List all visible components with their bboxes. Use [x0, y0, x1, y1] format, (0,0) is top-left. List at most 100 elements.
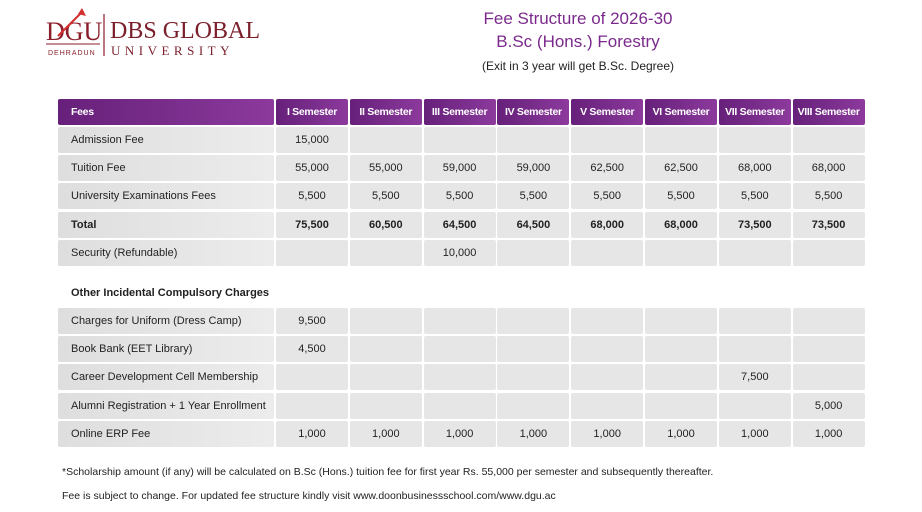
fee-cell: 15,000	[276, 127, 348, 153]
fee-cell	[718, 127, 791, 153]
fee-cell	[792, 239, 865, 266]
footnote: *Scholarship amount (if any) will be cal…	[62, 466, 714, 478]
fee-cell: 55,000	[349, 155, 422, 182]
footnote: Fee is subject to change. For updated fe…	[62, 490, 556, 502]
fee-cell	[571, 364, 644, 391]
fee-cell	[792, 364, 865, 391]
fee-cell: 73,500	[718, 211, 791, 238]
fee-cell: 59,000	[497, 155, 570, 182]
fee-cell: 5,500	[792, 183, 865, 210]
header-cell: II Semester	[349, 99, 422, 125]
fee-cell	[423, 336, 496, 363]
header-cell: I Semester	[276, 99, 348, 125]
fee-cell	[571, 308, 644, 334]
fee-cell: 7,500	[718, 364, 791, 391]
fee-cell	[349, 364, 422, 391]
fee-cell	[497, 364, 570, 391]
section-title: Other Incidental Compulsory Charges	[71, 287, 270, 299]
logo-city: DEHRADUN	[48, 50, 96, 57]
row-label: Charges for Uniform (Dress Camp)	[58, 308, 274, 334]
fee-cell	[349, 308, 422, 334]
fee-cell	[645, 392, 717, 419]
fee-cell	[497, 392, 570, 419]
fee-cell	[423, 308, 496, 334]
fee-cell	[349, 239, 422, 266]
fee-cell	[349, 127, 422, 153]
row-label: Alumni Registration + 1 Year Enrollment	[58, 392, 274, 419]
fee-cell: 1,000	[571, 420, 644, 447]
fee-cell: 59,000	[423, 155, 496, 182]
fee-cell	[718, 239, 791, 266]
fee-cell: 55,000	[276, 155, 348, 182]
row-label: Online ERP Fee	[58, 420, 274, 447]
fee-cell	[792, 127, 865, 153]
fee-cell	[349, 392, 422, 419]
fee-cell	[645, 336, 717, 363]
logo-arrow-head	[78, 8, 86, 16]
header-note: (Exit in 3 year will get B.Sc. Degree)	[481, 59, 675, 73]
fee-cell: 60,500	[349, 211, 422, 238]
fee-cell: 1,000	[792, 420, 865, 447]
fee-cell	[792, 336, 865, 363]
header-cell: Fees	[58, 99, 274, 125]
subtitle: B.Sc (Hons.) Forestry	[496, 32, 660, 51]
fee-cell	[497, 308, 570, 334]
fee-cell: 5,500	[349, 183, 422, 210]
fee-cell	[276, 392, 348, 419]
fee-cell: 1,000	[349, 420, 422, 447]
fee-cell: 68,000	[571, 211, 644, 238]
fee-cell	[571, 336, 644, 363]
fee-cell: 68,000	[718, 155, 791, 182]
title: Fee Structure of 2026-30	[483, 9, 673, 28]
logo-subtitle: UNIVERSITY	[111, 43, 234, 58]
fee-cell	[645, 239, 717, 266]
fee-cell: 1,000	[718, 420, 791, 447]
fee-cell	[571, 127, 644, 153]
fee-cell	[718, 392, 791, 419]
fee-cell: 5,500	[571, 183, 644, 210]
header-cell: VII Semester	[718, 99, 791, 125]
fee-cell: 1,000	[423, 420, 496, 447]
row-label: Tuition Fee	[58, 155, 274, 182]
fee-cell	[718, 336, 791, 363]
fee-cell: 1,000	[645, 420, 717, 447]
fee-cell: 68,000	[645, 211, 717, 238]
fee-cell: 64,500	[423, 211, 496, 238]
fee-cell: 5,000	[792, 392, 865, 419]
fee-cell: 1,000	[497, 420, 570, 447]
fee-cell	[792, 308, 865, 334]
fee-cell	[497, 336, 570, 363]
fee-cell: 5,500	[276, 183, 348, 210]
fee-cell: 9,500	[276, 308, 348, 334]
fee-cell	[497, 239, 570, 266]
logo-arrow	[57, 11, 83, 37]
fee-cell: 62,500	[571, 155, 644, 182]
row-label: University Examinations Fees	[58, 183, 274, 210]
fee-cell: 1,000	[276, 420, 348, 447]
row-label: Admission Fee	[58, 127, 274, 153]
fee-cell: 5,500	[718, 183, 791, 210]
fee-cell	[645, 364, 717, 391]
fee-cell: 5,500	[497, 183, 570, 210]
row-label: Book Bank (EET Library)	[58, 336, 274, 363]
fee-cell: 68,000	[792, 155, 865, 182]
row-label: Total	[58, 211, 274, 238]
fee-cell: 10,000	[423, 239, 496, 266]
fee-cell	[276, 364, 348, 391]
fee-cell	[718, 308, 791, 334]
row-label: Security (Refundable)	[58, 239, 274, 266]
fee-cell: 64,500	[497, 211, 570, 238]
row-label: Career Development Cell Membership	[58, 364, 274, 391]
fee-cell	[349, 336, 422, 363]
fee-cell	[423, 127, 496, 153]
fee-cell	[571, 392, 644, 419]
logo-name: DBS GLOBAL	[110, 18, 260, 44]
fee-cell: 73,500	[792, 211, 865, 238]
fee-cell: 4,500	[276, 336, 348, 363]
fee-cell: 75,500	[276, 211, 348, 238]
fee-cell: 5,500	[423, 183, 496, 210]
header-cell: V Semester	[571, 99, 644, 125]
fee-cell	[497, 127, 570, 153]
header-cell: VIII Semester	[792, 99, 865, 125]
